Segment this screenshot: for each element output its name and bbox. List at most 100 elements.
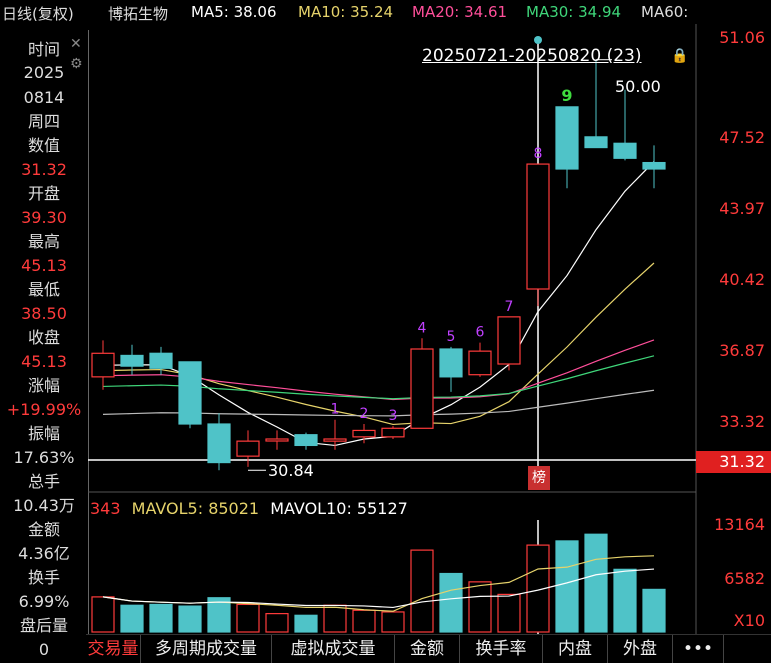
td-count-label: 9	[561, 86, 572, 105]
time-label: 时间	[27, 40, 60, 59]
volume-bar	[584, 533, 608, 633]
mavol10-label: MAVOL10: 55127	[270, 499, 408, 518]
open-label: 开盘	[27, 184, 60, 203]
td-count-label: 8	[534, 146, 543, 162]
candle-body	[381, 427, 405, 438]
close-label: 收盘	[27, 328, 60, 347]
tab-inner[interactable]: 内盘	[543, 635, 608, 663]
chart-type-label[interactable]: 日线(复权)	[2, 5, 74, 23]
td-count-label: 5	[447, 329, 456, 345]
price-axis-tick: 43.97	[719, 199, 765, 218]
candle-body	[497, 316, 521, 365]
volume-bar	[439, 572, 463, 633]
ma5-label: MA5: 38.06	[191, 3, 277, 21]
turnover-value: 6.99%	[18, 592, 70, 611]
candle-body	[91, 352, 115, 378]
volume-bar	[236, 603, 260, 633]
crosshair-price-badge	[696, 451, 771, 473]
high-value: 45.13	[21, 256, 67, 275]
max-price-label: 50.00	[615, 77, 661, 96]
after-hours-label: 盘后量	[19, 616, 68, 635]
tab-outer[interactable]: 外盘	[608, 635, 673, 663]
candle-body	[294, 434, 318, 447]
candle-body	[439, 348, 463, 378]
volume-bar	[91, 596, 115, 633]
candle-body	[613, 142, 637, 159]
mavol5-label: MAVOL5: 85021	[131, 499, 260, 518]
price-axis-tick: 47.52	[719, 128, 765, 147]
volume-header: 343 MAVOL5: 85021 MAVOL10: 55127	[90, 499, 408, 518]
tab-turnover[interactable]: 换手率	[460, 635, 543, 663]
panel-divider	[88, 30, 89, 634]
candle-body	[265, 438, 289, 442]
tab-multi-period-volume[interactable]: 多周期成交量	[141, 635, 272, 663]
td-count-label: 3	[389, 408, 398, 424]
candle-body	[149, 352, 173, 369]
ma20-label: MA20: 34.61	[412, 3, 508, 21]
ma30-label: MA30: 34.94	[526, 3, 622, 21]
amount-value: 4.36亿	[18, 544, 70, 563]
change-value: +19.99%	[6, 400, 82, 419]
volume-axis-unit: X10	[733, 611, 765, 630]
volume-axis-tick: 13164	[714, 515, 765, 534]
kline-chart[interactable]: 1 2 3 4 5 6 7 8 9	[0, 0, 771, 634]
volume-bar	[410, 549, 434, 633]
gear-icon[interactable]: ⚙	[70, 56, 83, 72]
ma60-label: MA60:	[641, 3, 689, 21]
crosshair-price: 31.32	[719, 452, 765, 471]
candle-body	[236, 440, 260, 457]
amplitude-value: 17.63%	[13, 448, 75, 467]
indicator-tab-bar: 交易量 多周期成交量 虚拟成交量 金额 换手率 内盘 外盘 •••	[86, 634, 771, 663]
price-axis-tick: 33.32	[719, 412, 765, 431]
volume-bar	[381, 611, 405, 633]
price-axis-tick: 40.42	[719, 270, 765, 289]
price-axis-tick: 36.87	[719, 341, 765, 360]
volume-bar	[323, 604, 347, 633]
volume-bar	[642, 588, 666, 633]
price-axis-tick: 51.06	[719, 28, 765, 47]
date-year: 2025	[23, 63, 65, 82]
low-value: 38.50	[21, 304, 67, 323]
high-label: 最高	[27, 232, 60, 251]
crosshair-marker	[534, 36, 542, 44]
low-label: 最低	[27, 280, 60, 299]
tab-amount[interactable]: 金额	[395, 635, 460, 663]
crosshair-date-tag: 榜	[528, 466, 550, 490]
info-panel: 时间 2025 0814 周四 数值 31.32 开盘 39.30 最高 45.…	[0, 30, 90, 662]
volume-axis-tick: 6582	[724, 569, 765, 588]
candle-body	[584, 136, 608, 149]
volume-bar	[207, 597, 231, 633]
volume-bar	[352, 609, 376, 633]
candle-body	[410, 348, 434, 429]
date-monthday: 0814	[23, 88, 65, 107]
more-tabs-button[interactable]: •••	[673, 635, 724, 663]
td-count-label: 2	[360, 406, 369, 422]
candle-body	[642, 161, 666, 170]
tab-virtual-volume[interactable]: 虚拟成交量	[272, 635, 395, 663]
close-value: 45.13	[21, 352, 67, 371]
candle-body	[468, 350, 492, 376]
close-icon[interactable]: ✕	[70, 36, 82, 52]
tab-volume[interactable]: 交易量	[86, 635, 141, 663]
volume-bar	[555, 540, 579, 633]
volume-bar	[613, 568, 637, 633]
value-label: 数值	[27, 136, 60, 155]
min-price-label: 30.84	[268, 461, 314, 480]
candle-body	[526, 163, 550, 290]
range-label[interactable]: 20250721-20250820 (23)	[422, 46, 642, 66]
volume-value: 10.43万	[13, 496, 75, 515]
volume-bar	[468, 581, 492, 633]
ma10-label: MA10: 35.24	[298, 3, 394, 21]
lock-icon[interactable]: 🔒	[671, 48, 689, 64]
td-count-label: 6	[476, 325, 485, 341]
value: 31.32	[21, 160, 67, 179]
td-count-label: 1	[331, 402, 340, 418]
vol-value: 343	[90, 499, 121, 518]
volume-label: 总手	[27, 472, 60, 491]
open-value: 39.30	[21, 208, 67, 227]
volume-bar	[149, 603, 173, 633]
td-count-label: 7	[505, 299, 514, 315]
turnover-label: 换手	[27, 568, 60, 587]
volume-bar	[526, 544, 550, 633]
candle-body	[178, 361, 202, 425]
